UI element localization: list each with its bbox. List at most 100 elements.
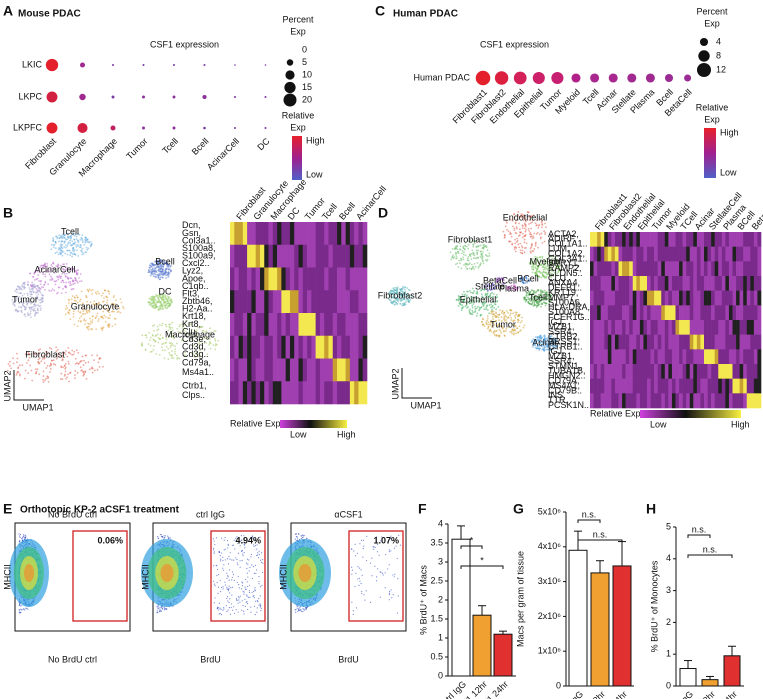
umap-point bbox=[42, 378, 44, 381]
heatmap-cell bbox=[307, 335, 312, 359]
umap-point bbox=[198, 346, 200, 349]
umap-point bbox=[50, 248, 53, 251]
umap-point bbox=[39, 348, 42, 351]
cluster-label: Fibroblast1 bbox=[448, 234, 493, 244]
heatmap-cell bbox=[328, 313, 334, 337]
heatmap-cell bbox=[251, 313, 256, 337]
heatmap-cell bbox=[354, 267, 359, 291]
umap-point bbox=[37, 274, 39, 276]
dot bbox=[684, 74, 692, 82]
heatmap-cell bbox=[345, 358, 351, 382]
umap-point bbox=[505, 310, 508, 312]
umap-point bbox=[522, 219, 525, 221]
heatmap-cell bbox=[255, 335, 261, 359]
umap-point bbox=[481, 317, 484, 320]
umap-point bbox=[464, 241, 467, 244]
umap-point bbox=[63, 272, 66, 275]
umap-point bbox=[55, 235, 58, 238]
heatmap-cell bbox=[664, 276, 669, 291]
umap-point bbox=[157, 294, 160, 297]
umap-point bbox=[408, 297, 411, 300]
umap-point bbox=[492, 332, 495, 335]
heatmap-cell bbox=[639, 393, 644, 409]
heatmap-cell bbox=[682, 290, 687, 306]
heatmap-cell bbox=[337, 267, 342, 291]
heatmap-cell bbox=[593, 334, 598, 350]
heatmap-cell bbox=[689, 232, 694, 247]
umap-point bbox=[476, 251, 479, 254]
umap-point bbox=[34, 296, 37, 299]
umap-point bbox=[171, 321, 174, 324]
heatmap-cell bbox=[650, 349, 655, 365]
bar bbox=[472, 614, 492, 677]
umap-point bbox=[67, 373, 69, 376]
heatmap-cell bbox=[661, 305, 666, 321]
umap-point bbox=[533, 263, 535, 266]
umap-point bbox=[42, 354, 45, 357]
umap-point bbox=[403, 304, 405, 307]
umap-point bbox=[547, 271, 550, 274]
umap-point bbox=[508, 285, 511, 288]
umap-point bbox=[509, 312, 512, 315]
heatmap-cell bbox=[614, 349, 619, 365]
umap-point bbox=[40, 293, 43, 296]
umap-point bbox=[69, 239, 71, 242]
umap-point bbox=[168, 274, 170, 277]
umap-point bbox=[108, 311, 111, 314]
heatmap-cell bbox=[643, 305, 648, 321]
heatmap-cell bbox=[607, 305, 612, 321]
heatmap-cell bbox=[618, 305, 623, 321]
umap-point bbox=[534, 274, 537, 277]
heatmap-cell bbox=[277, 335, 282, 359]
umap-point bbox=[27, 284, 30, 287]
umap-point bbox=[145, 336, 148, 339]
heatmap-cell bbox=[632, 276, 637, 291]
umap-point bbox=[51, 265, 53, 268]
umap-point bbox=[528, 215, 531, 218]
cluster-label: Fibroblast bbox=[25, 349, 65, 359]
umap-point bbox=[64, 353, 67, 356]
umap-point bbox=[174, 348, 177, 351]
umap-point bbox=[389, 299, 391, 301]
heatmap-cell bbox=[247, 358, 252, 382]
umap-point bbox=[148, 297, 151, 300]
heatmap-cell bbox=[647, 364, 651, 379]
heatmap-cell bbox=[625, 364, 630, 379]
umap-point bbox=[217, 339, 220, 342]
heatmap-cell bbox=[285, 244, 291, 268]
umap-point bbox=[466, 267, 469, 270]
umap-point bbox=[107, 326, 110, 329]
umap-point bbox=[56, 237, 59, 240]
heatmap-cell bbox=[622, 276, 626, 291]
heatmap-cell bbox=[234, 313, 239, 337]
heatmap-cell bbox=[277, 313, 282, 337]
umap-point bbox=[64, 313, 67, 316]
umap-point bbox=[461, 304, 464, 307]
heatmap-cell bbox=[736, 246, 740, 262]
heatmap-cell bbox=[315, 381, 321, 405]
umap-point bbox=[14, 296, 17, 299]
umap-point bbox=[29, 301, 32, 304]
umap-point bbox=[389, 294, 391, 296]
umap-point bbox=[476, 312, 479, 315]
umap-point bbox=[29, 310, 32, 313]
umap-point bbox=[61, 351, 64, 354]
umap-point bbox=[83, 318, 86, 321]
umap-point bbox=[33, 303, 36, 305]
heatmap-cell bbox=[259, 267, 265, 291]
heatmap-cell bbox=[604, 393, 609, 409]
heatmap-cell bbox=[679, 276, 683, 291]
umap-point bbox=[513, 248, 516, 251]
umap-point bbox=[538, 349, 541, 351]
heatmap-cell bbox=[661, 364, 666, 379]
cluster-label: Granulocyte bbox=[71, 301, 120, 311]
umap-point bbox=[89, 301, 92, 304]
umap-point bbox=[161, 297, 163, 300]
umap-point bbox=[102, 365, 104, 368]
heatmap-cell bbox=[668, 320, 673, 335]
umap-point bbox=[551, 257, 554, 260]
umap-point bbox=[149, 301, 152, 304]
heatmap-cell bbox=[750, 378, 755, 394]
umap-point bbox=[78, 246, 81, 249]
heatmap-cell bbox=[700, 378, 705, 394]
